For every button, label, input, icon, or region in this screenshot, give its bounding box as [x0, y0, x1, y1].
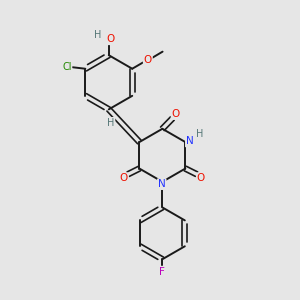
Text: O: O — [107, 34, 115, 44]
Text: O: O — [197, 173, 205, 183]
Text: N: N — [186, 136, 194, 146]
Text: F: F — [159, 267, 165, 277]
Text: H: H — [94, 30, 101, 40]
Text: Cl: Cl — [62, 62, 71, 72]
Text: O: O — [144, 55, 152, 65]
Text: O: O — [172, 109, 180, 119]
Text: N: N — [158, 179, 166, 189]
Text: O: O — [120, 173, 128, 183]
Text: H: H — [196, 129, 203, 139]
Text: H: H — [107, 118, 115, 128]
